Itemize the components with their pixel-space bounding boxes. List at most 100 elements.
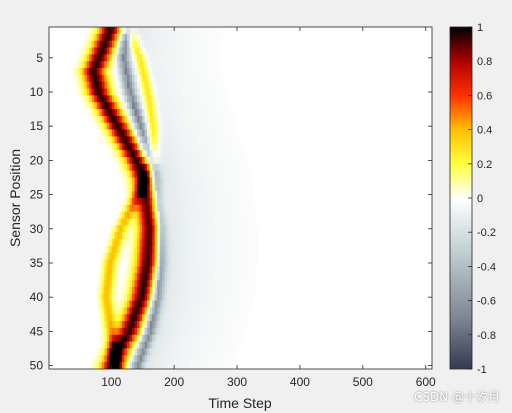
heatmap-cell xyxy=(220,27,223,35)
heatmap-cell xyxy=(111,109,115,117)
heatmap-cell xyxy=(222,362,226,369)
heatmap-cell xyxy=(179,198,183,206)
heatmap-cell xyxy=(189,170,193,178)
heatmap-cell xyxy=(209,74,213,83)
heatmap-cell xyxy=(194,40,198,48)
heatmap-cell xyxy=(247,300,251,308)
heatmap-cell xyxy=(189,245,193,254)
heatmap-cell xyxy=(144,259,148,267)
heatmap-cell xyxy=(169,211,173,219)
heatmap-cell xyxy=(152,115,156,124)
heatmap-cell xyxy=(167,40,171,48)
heatmap-cell xyxy=(162,211,166,219)
heatmap-cell xyxy=(147,341,151,349)
heatmap-cell xyxy=(124,348,128,356)
heatmap-cell xyxy=(126,150,130,158)
heatmap-cell xyxy=(81,74,85,83)
heatmap-cell xyxy=(202,177,206,185)
heatmap-cell xyxy=(149,280,153,288)
heatmap-cell xyxy=(99,334,103,343)
heatmap-cell xyxy=(194,170,198,178)
heatmap-cell xyxy=(124,115,128,124)
heatmap-cell xyxy=(197,109,201,117)
heatmap-cell xyxy=(225,95,229,103)
heatmap-cell xyxy=(116,218,120,226)
heatmap-cell xyxy=(129,362,133,369)
heatmap-cell xyxy=(76,74,80,83)
heatmap-cell xyxy=(99,33,103,42)
heatmap-cell xyxy=(179,27,183,35)
heatmap-cell xyxy=(124,232,128,240)
heatmap-cell xyxy=(81,47,85,55)
heatmap-cell xyxy=(212,218,216,226)
heatmap-cell xyxy=(159,198,163,206)
heatmap-cell xyxy=(152,61,156,69)
heatmap-cell xyxy=(154,129,158,137)
heatmap-cell xyxy=(169,232,173,240)
heatmap-cell xyxy=(134,198,138,206)
heatmap-cell xyxy=(235,177,239,185)
heatmap-cell xyxy=(119,355,123,363)
heatmap-cell xyxy=(154,218,158,226)
heatmap-cell xyxy=(149,27,153,35)
heatmap-cell xyxy=(139,218,143,226)
heatmap-cell xyxy=(157,348,161,356)
heatmap-cell xyxy=(177,122,181,130)
heatmap-cell xyxy=(207,225,211,233)
heatmap-cell xyxy=(167,286,171,295)
heatmap-cell xyxy=(217,225,221,233)
heatmap-cell xyxy=(227,225,231,233)
heatmap-cell xyxy=(220,150,223,158)
heatmap-cell xyxy=(230,259,234,267)
heatmap-cell xyxy=(104,293,108,301)
heatmap-cell xyxy=(225,232,229,240)
heatmap-cell xyxy=(134,170,138,178)
heatmap-cell xyxy=(119,54,123,62)
heatmap-cell xyxy=(225,362,229,369)
heatmap-cell xyxy=(164,252,168,260)
heatmap-cell xyxy=(137,150,140,158)
heatmap-cell xyxy=(116,300,120,308)
heatmap-cell xyxy=(129,334,133,343)
heatmap-cell xyxy=(157,136,161,144)
colorbar-tick-label: 0.8 xyxy=(477,56,492,68)
heatmap-cell xyxy=(162,191,166,199)
heatmap-cell xyxy=(167,122,171,130)
heatmap-cell xyxy=(204,341,208,349)
heatmap-cell xyxy=(230,177,234,185)
heatmap-cell xyxy=(215,266,218,274)
heatmap-cell xyxy=(167,259,171,267)
heatmap-cell xyxy=(202,129,206,137)
heatmap-cell xyxy=(126,170,130,178)
heatmap-cell xyxy=(247,286,251,295)
heatmap-cell xyxy=(137,156,140,165)
heatmap-cell xyxy=(182,47,186,55)
heatmap-cell xyxy=(199,232,203,240)
heatmap-cell xyxy=(149,163,153,172)
heatmap-cell xyxy=(99,300,103,308)
heatmap-cell xyxy=(134,321,138,329)
heatmap-cell xyxy=(167,362,171,369)
heatmap-cell xyxy=(179,211,183,219)
heatmap-cell xyxy=(182,362,186,369)
heatmap-cell xyxy=(124,191,128,199)
heatmap-cell xyxy=(162,88,166,96)
heatmap-cell xyxy=(179,95,183,103)
heatmap-cell xyxy=(101,115,105,124)
heatmap-cell xyxy=(184,40,188,48)
heatmap-cell xyxy=(222,334,226,343)
heatmap-cell xyxy=(142,273,145,281)
heatmap-cell xyxy=(217,170,221,178)
heatmap-cell xyxy=(237,191,241,199)
heatmap-cell xyxy=(104,27,108,35)
heatmap-cell xyxy=(182,170,186,178)
heatmap-cell xyxy=(212,245,216,254)
heatmap-cell xyxy=(99,280,103,288)
heatmap-cell xyxy=(109,307,113,315)
heatmap-cell xyxy=(137,68,140,76)
heatmap-cell xyxy=(106,95,110,103)
heatmap-cell xyxy=(204,47,208,55)
heatmap-cell xyxy=(162,232,166,240)
heatmap-cell xyxy=(144,156,148,165)
heatmap-cell xyxy=(215,122,218,130)
